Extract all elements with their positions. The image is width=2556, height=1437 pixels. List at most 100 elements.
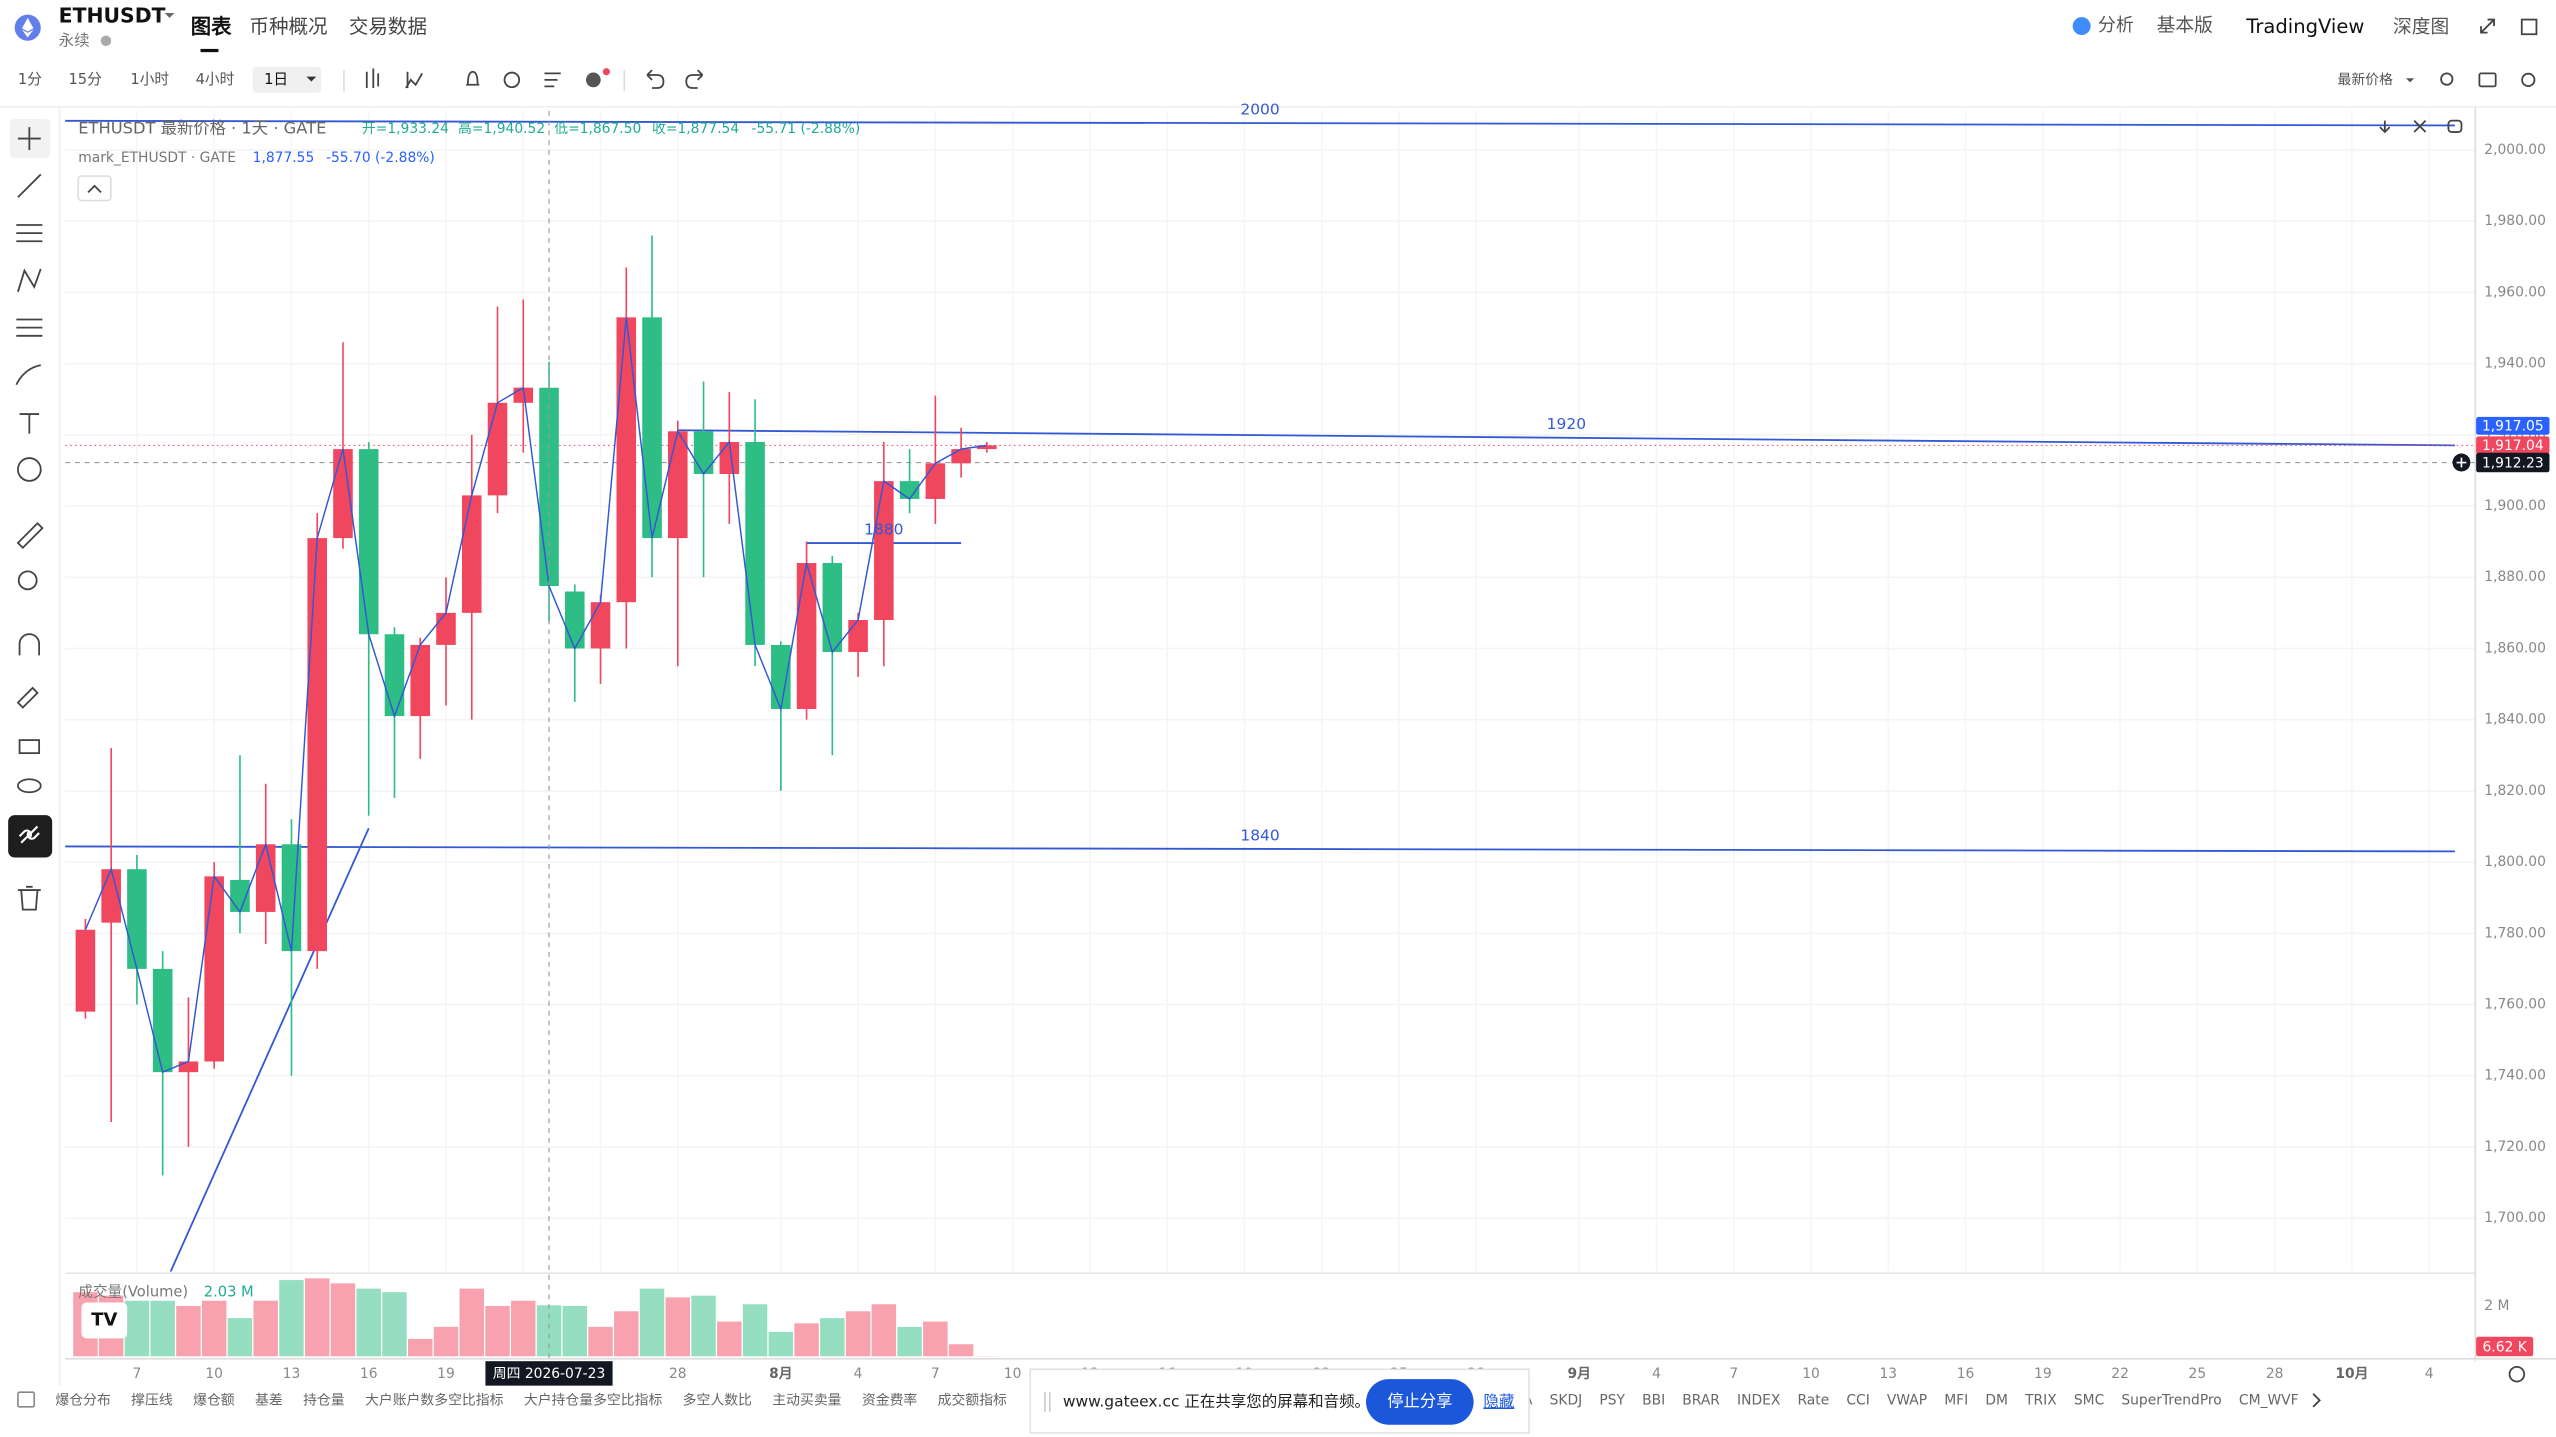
tab[interactable]: 币种概况	[249, 15, 327, 38]
add-icon[interactable]	[586, 72, 601, 88]
header-link[interactable]: 分析	[2098, 15, 2134, 36]
collapse-icon[interactable]	[87, 184, 102, 193]
grid	[65, 110, 2475, 1272]
window-icon[interactable]	[2520, 18, 2538, 36]
tab[interactable]: 图表	[191, 15, 232, 39]
price-source-caret[interactable]	[2406, 78, 2415, 83]
camera-icon[interactable]	[2478, 72, 2497, 88]
interval-caret[interactable]	[306, 76, 317, 82]
volume-bar	[562, 1305, 587, 1357]
replay-icon[interactable]	[503, 71, 521, 89]
indicator[interactable]: SKDJ	[1550, 1392, 1583, 1408]
price-source[interactable]: 最新价格	[2338, 72, 2394, 88]
y-tick-label: 1,900.00	[2484, 498, 2546, 514]
fib-tool[interactable]	[16, 318, 43, 337]
pane-down-icon[interactable]	[2379, 120, 2391, 134]
indicator[interactable]: 持仓量	[303, 1392, 345, 1408]
emoji-tool[interactable]	[17, 457, 42, 482]
lock-draw-tool[interactable]	[16, 686, 39, 709]
link-tool[interactable]	[18, 825, 40, 844]
volume-last-marker	[2476, 1336, 2534, 1357]
indicator[interactable]: VWAP	[1887, 1392, 1927, 1408]
axis-settings-icon[interactable]	[2508, 1366, 2526, 1383]
settings-icon[interactable]	[2521, 72, 2536, 87]
y-tick-label: 1,880.00	[2484, 569, 2546, 585]
indicator[interactable]: 基差	[255, 1391, 283, 1408]
alert-icon[interactable]	[466, 70, 480, 86]
magnet-tool[interactable]	[18, 633, 41, 656]
volume-bar	[382, 1292, 407, 1357]
indicator[interactable]: 爆仓额	[193, 1392, 235, 1408]
indicator[interactable]: 成交额指标	[938, 1391, 1007, 1408]
fullscreen-icon[interactable]	[2480, 18, 2495, 34]
indicator[interactable]: BRAR	[1682, 1392, 1720, 1408]
pattern-tool[interactable]	[17, 268, 42, 293]
symbol-caret[interactable]	[164, 13, 175, 18]
delete-tool[interactable]	[17, 885, 41, 911]
stop-share-button[interactable]	[1366, 1379, 1474, 1425]
indicator[interactable]: 撑压线	[131, 1392, 173, 1408]
indicator[interactable]: CCI	[1846, 1392, 1869, 1408]
header-link[interactable]: TradingView	[2245, 15, 2364, 38]
analysis-icon[interactable]	[2072, 17, 2091, 36]
candle-body	[255, 844, 276, 912]
redo-icon[interactable]	[685, 69, 704, 89]
crosshair-date-label: 周四 2026-07-23	[493, 1366, 606, 1382]
indicator[interactable]: Rate	[1797, 1392, 1829, 1408]
indicator[interactable]: 大户持仓量多空比指标	[524, 1391, 663, 1408]
zoom-tool[interactable]	[17, 570, 38, 591]
channel-tool[interactable]	[16, 224, 43, 243]
interval[interactable]: 1分	[18, 71, 42, 88]
interval[interactable]: 1小时	[130, 71, 169, 88]
indicator-panel-icon[interactable]	[17, 1391, 36, 1408]
text-tool[interactable]	[19, 413, 40, 434]
pane-max-icon[interactable]	[2447, 119, 2463, 133]
indicator[interactable]: 多空人数比	[683, 1391, 752, 1408]
pane-close-icon[interactable]	[2413, 119, 2427, 133]
indicator[interactable]: SMC	[2074, 1392, 2104, 1408]
tab[interactable]: 交易数据	[349, 15, 427, 38]
symbol[interactable]: ETHUSDT	[59, 3, 166, 27]
indicator[interactable]: MFI	[1944, 1392, 1968, 1408]
tv-logo[interactable]: TV	[91, 1309, 117, 1330]
indicator[interactable]: PSY	[1599, 1392, 1625, 1408]
stop-share-label[interactable]: 停止分享	[1387, 1391, 1452, 1410]
indicator[interactable]: TRIX	[2024, 1392, 2057, 1408]
info-icon[interactable]	[100, 35, 112, 46]
indicator[interactable]: BBI	[1642, 1392, 1665, 1408]
candle-body	[127, 869, 147, 969]
interval[interactable]: 4小时	[196, 71, 235, 88]
indicator[interactable]: INDEX	[1737, 1392, 1781, 1408]
ruler-tool[interactable]	[16, 522, 44, 550]
header-link[interactable]: 深度图	[2393, 17, 2449, 38]
undo-icon[interactable]	[646, 69, 665, 89]
legend-close: 收=1,877.54	[652, 121, 739, 137]
chart-type-icon[interactable]	[365, 68, 380, 89]
volume-bar	[304, 1278, 330, 1357]
collapse-button[interactable]	[77, 175, 112, 202]
indicator[interactable]: 爆仓分布	[55, 1392, 111, 1408]
header-link[interactable]: 基本版	[2157, 16, 2213, 37]
y-tick-label: 1,760.00	[2484, 997, 2546, 1013]
trendline-tool[interactable]	[17, 173, 42, 198]
indicator[interactable]: 资金费率	[862, 1391, 918, 1408]
interval[interactable]: 15分	[68, 71, 102, 88]
search-icon[interactable]	[2440, 72, 2454, 86]
template-icon[interactable]	[544, 72, 561, 88]
indicator[interactable]: SuperTrendPro	[2121, 1392, 2221, 1408]
candle-body	[719, 441, 740, 475]
indicator[interactable]: 大户账户数多空比指标	[365, 1391, 504, 1408]
hide-tool[interactable]	[17, 778, 42, 794]
crosshair-tool[interactable]	[17, 127, 41, 150]
volume-last-label: 6.62 K	[2482, 1339, 2527, 1355]
hide-link[interactable]: 隐藏	[1483, 1392, 1514, 1410]
brush-tool[interactable]	[15, 364, 41, 386]
indicator[interactable]: CM_WVF	[2239, 1392, 2299, 1408]
indicator[interactable]: 主动买卖量	[772, 1392, 841, 1408]
scroll-right[interactable]	[2312, 1393, 2321, 1408]
interval[interactable]: 1日	[264, 71, 288, 88]
banner-grip	[1044, 1392, 1051, 1412]
indicator-icon[interactable]	[405, 71, 423, 89]
lock-tool[interactable]	[18, 739, 41, 755]
indicator[interactable]: DM	[1985, 1392, 2008, 1408]
